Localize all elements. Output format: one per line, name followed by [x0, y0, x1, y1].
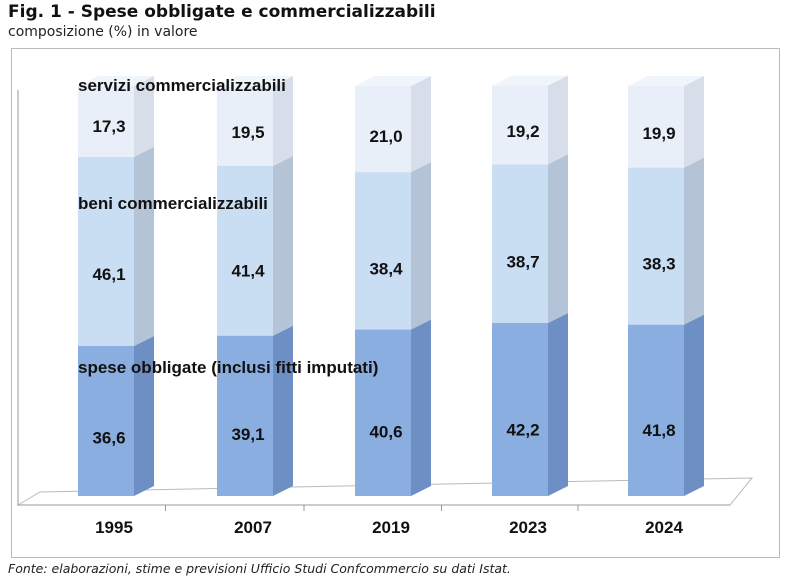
bar-2007-0: [217, 335, 273, 496]
bar-side-2024-2: [684, 76, 704, 168]
bar-side-2007-0: [273, 325, 293, 496]
bar-top-1995-2: [78, 76, 154, 86]
bar-side-1995-0: [134, 335, 154, 496]
bar-2024-2: [628, 86, 684, 168]
data-label: 41,8: [642, 421, 675, 440]
data-label: 19,5: [231, 123, 264, 142]
data-label: 38,3: [642, 255, 675, 274]
bar-side-2019-1: [411, 162, 431, 330]
bar-2023-1: [492, 164, 548, 323]
bar-2024-0: [628, 324, 684, 496]
bar-side-2023-0: [548, 312, 568, 496]
bar-1995-2: [78, 86, 134, 157]
data-label: 39,1: [231, 425, 264, 444]
bar-side-2024-0: [684, 314, 704, 496]
data-label: 40,6: [369, 423, 402, 442]
bar-side-2007-1: [273, 155, 293, 336]
bar-2019-1: [355, 172, 411, 330]
source-note: Fonte: elaborazioni, stime e previsioni …: [8, 561, 511, 576]
bar-2023-0: [492, 322, 548, 496]
bar-2007-2: [217, 86, 273, 166]
x-tick-label: 2007: [234, 518, 272, 537]
bar-side-2023-1: [548, 154, 568, 323]
data-label: 42,2: [506, 420, 539, 439]
bar-side-2007-2: [273, 76, 293, 166]
bar-top-2007-2: [217, 76, 293, 86]
chart-subtitle: composizione (%) in valore: [8, 24, 198, 40]
bar-top-2019-2: [355, 76, 431, 86]
data-label: 17,3: [92, 117, 125, 136]
bar-side-1995-1: [134, 146, 154, 346]
series-label: beni commercializzabili: [78, 194, 268, 213]
x-tick-label: 2019: [372, 518, 410, 537]
bar-2024-1: [628, 167, 684, 325]
series-label: servizi commercializzabili: [78, 76, 286, 95]
bar-top-2023-2: [492, 75, 568, 86]
bar-2019-0: [355, 329, 411, 496]
bar-side-2023-2: [548, 75, 568, 165]
bar-side-2019-2: [411, 76, 431, 173]
data-label: 19,9: [642, 124, 675, 143]
data-label: 21,0: [369, 127, 402, 146]
data-label: 38,4: [369, 259, 403, 278]
chart-title: Fig. 1 - Spese obbligate e commercializz…: [8, 2, 436, 22]
x-tick-label: 1995: [95, 518, 133, 537]
bar-1995-0: [78, 345, 134, 496]
x-tick-label: 2023: [509, 518, 547, 537]
data-label: 38,7: [506, 252, 539, 271]
bar-top-2024-2: [628, 76, 704, 86]
data-label: 19,2: [506, 122, 539, 141]
data-label: 41,4: [231, 261, 265, 280]
bar-side-2019-0: [411, 319, 431, 496]
bar-side-2024-1: [684, 157, 704, 325]
data-label: 36,6: [92, 428, 125, 447]
chart-frame: [11, 48, 780, 558]
series-label: spese obbligate (inclusi fitti imputati): [78, 358, 378, 377]
bar-side-1995-2: [134, 76, 154, 157]
data-label: 46,1: [92, 265, 125, 284]
bar-2023-2: [492, 85, 548, 165]
bar-2007-1: [217, 165, 273, 336]
bar-1995-1: [78, 156, 134, 346]
x-tick-label: 2024: [645, 518, 683, 537]
bar-2019-2: [355, 86, 411, 173]
